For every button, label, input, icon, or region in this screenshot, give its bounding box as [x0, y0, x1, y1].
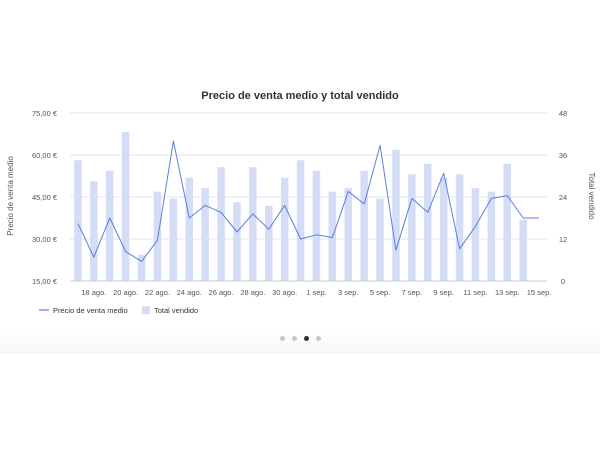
bar [137, 254, 146, 281]
x-tick-label: 28 ago. [240, 288, 265, 297]
x-tick-label: 26 ago. [209, 288, 234, 297]
bar [376, 198, 384, 281]
legend-bar-label: Total vendido [154, 306, 198, 315]
bar [503, 163, 511, 281]
x-tick-label: 18 ago. [81, 288, 106, 297]
y-right-tick-label: 0 [561, 277, 565, 286]
bar [121, 132, 130, 281]
y-right-tick-label: 12 [559, 235, 567, 244]
x-tick-label: 5 sep. [370, 288, 390, 297]
bar [312, 170, 321, 281]
y-right-tick-label: 24 [559, 193, 567, 202]
bar [424, 163, 432, 281]
bar [296, 160, 305, 281]
chart-legend: Precio de venta medio Total vendido [39, 306, 198, 315]
bar [185, 177, 193, 281]
chart-title: Precio de venta medio y total vendido [201, 90, 399, 102]
y-axis-left-label: Precio de venta medio [6, 156, 15, 236]
y-left-tick-label: 75,00 € [32, 109, 58, 118]
y-left-tick-label: 15,00 € [32, 277, 58, 286]
carousel-pager [0, 336, 600, 346]
bar [487, 191, 496, 281]
x-tick-label: 7 sep. [402, 288, 422, 297]
bar-series-total-vendido [74, 132, 527, 281]
bar [471, 188, 480, 281]
x-tick-label: 22 ago. [145, 288, 170, 297]
y-left-tick-label: 30,00 € [32, 235, 58, 244]
y-axis-right-label: Total vendido [587, 172, 596, 220]
x-tick-label: 11 sep. [463, 288, 487, 297]
bar [439, 177, 448, 281]
x-axis: 18 ago. 20 ago. 22 ago. 24 ago. 26 ago. 28 ag… [70, 280, 552, 297]
y-left-tick-label: 60,00 € [32, 151, 58, 160]
bar [265, 205, 273, 281]
bar [455, 174, 464, 281]
bar [280, 177, 289, 281]
x-tick-label: 20 ago. [113, 288, 138, 297]
bar [408, 174, 416, 281]
bar [519, 219, 527, 281]
series-line [77, 140, 539, 262]
footer-band [0, 330, 600, 354]
y-right-tick-label: 48 [559, 109, 567, 118]
x-tick-label: 15 sep. [527, 288, 552, 297]
bar [169, 198, 178, 281]
y-left-tick-label: 45,00 € [32, 193, 58, 202]
x-tick-label: 24 ago. [177, 288, 202, 297]
combo-chart: Precio de venta medio y total vendido 15… [6, 90, 596, 315]
x-tick-label: 13 sep. [495, 288, 520, 297]
bar [249, 167, 257, 281]
bar [360, 170, 368, 281]
x-tick-label: 3 sep. [338, 288, 358, 297]
legend-bar-swatch [142, 306, 150, 314]
pager-dot[interactable] [291, 336, 297, 341]
x-tick-label: 9 sep. [433, 288, 453, 297]
chart-container: Precio de venta medio y total vendido 15… [6, 90, 596, 315]
bar [201, 188, 209, 281]
y-right-tick-label: 36 [559, 151, 567, 160]
legend-line-label: Precio de venta medio [53, 306, 128, 315]
bar [233, 202, 241, 281]
bar [153, 191, 162, 281]
bar [344, 188, 352, 281]
pager-dot[interactable] [279, 336, 285, 341]
line-series-precio-medio [77, 140, 539, 262]
pager-dot[interactable] [303, 336, 309, 341]
bar [392, 149, 400, 281]
bar [106, 170, 114, 281]
y-axis-right: 0 12 24 36 48 [559, 109, 567, 286]
x-tick-label: 30 ago. [272, 288, 297, 297]
bar [90, 181, 98, 281]
x-tick-label: 1 sep. [306, 288, 326, 297]
pager-dot[interactable] [315, 336, 321, 341]
bar [217, 167, 225, 281]
y-axis-left: 15,00 € 30,00 € 45,00 € 60,00 € 75,00 € [32, 109, 58, 286]
bar [74, 160, 82, 281]
